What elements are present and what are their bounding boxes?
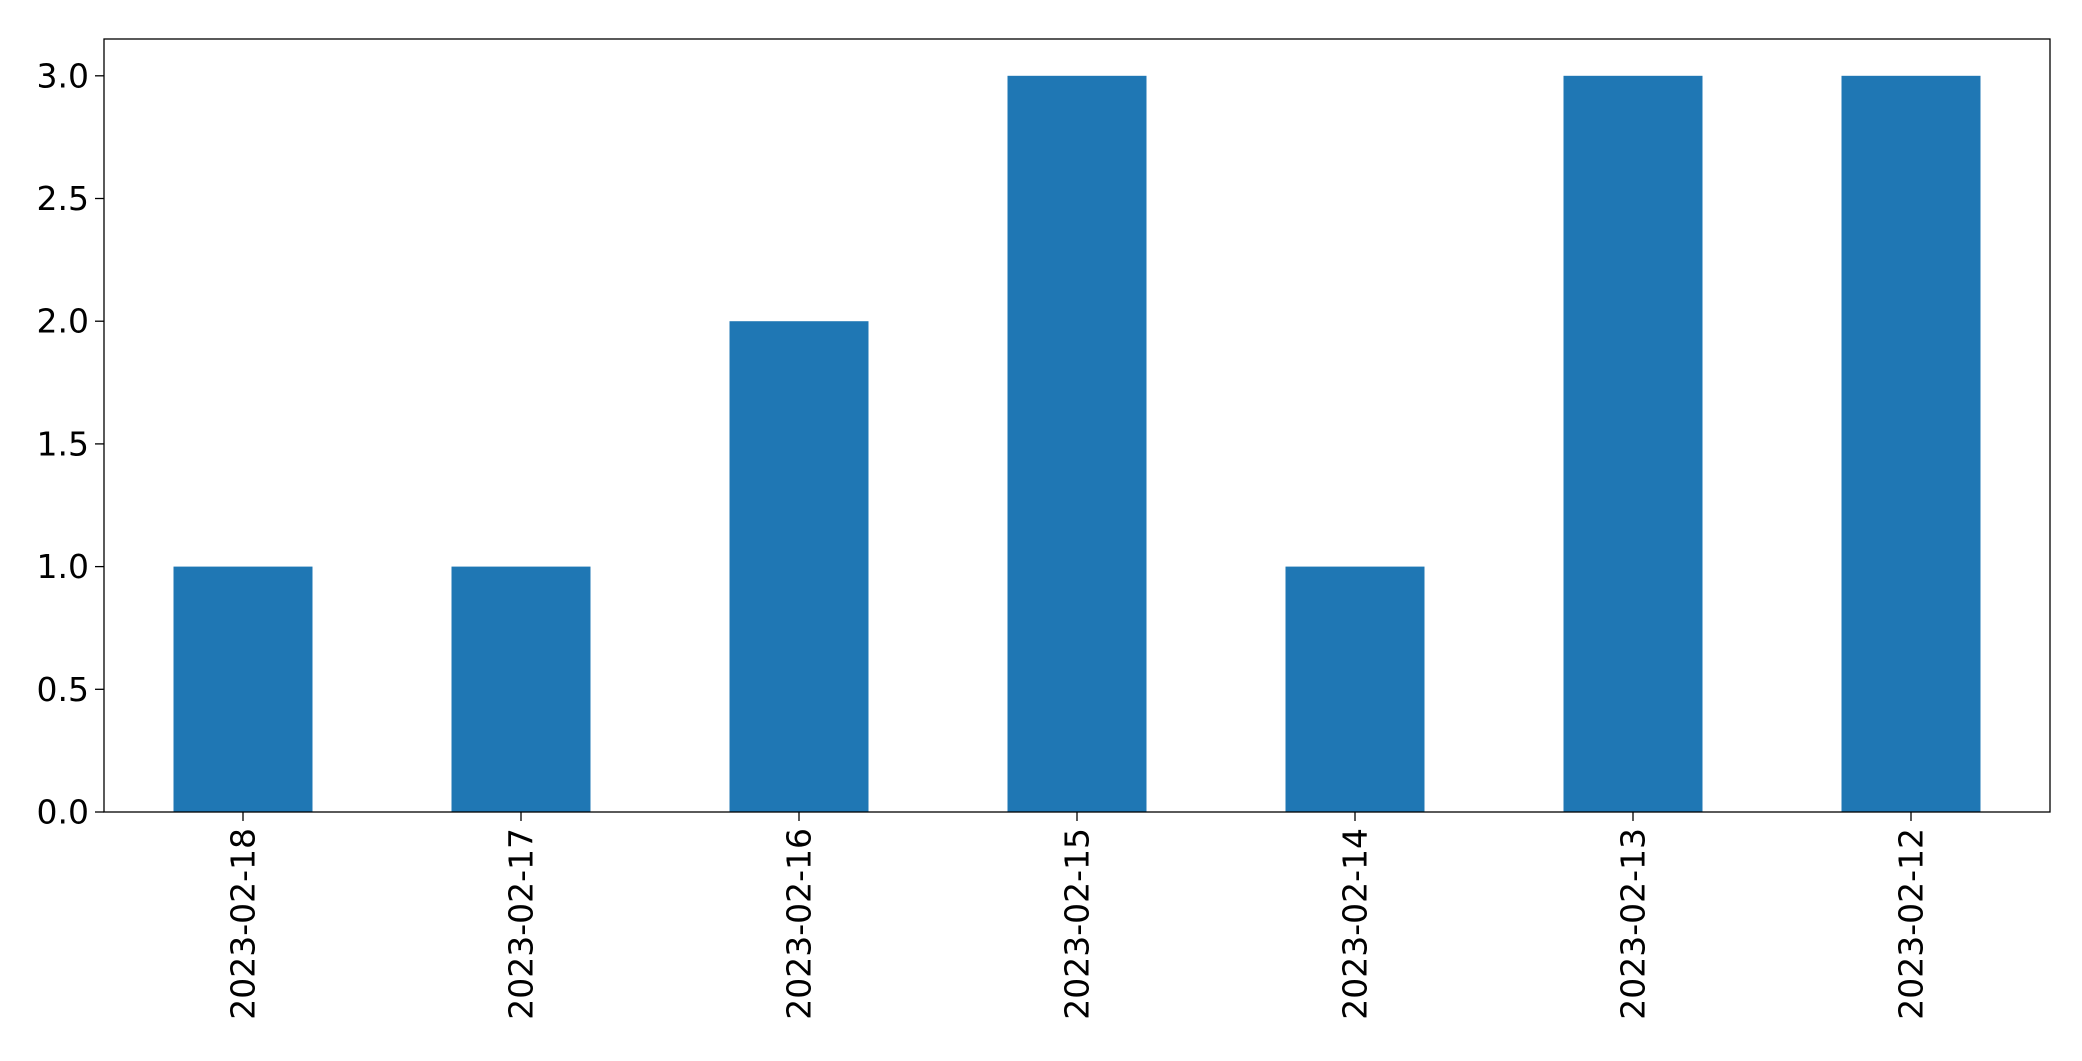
x-tick-label: 2023-02-16 (780, 828, 819, 1020)
bar-2023-02-14 (1285, 566, 1425, 812)
x-tick-label: 2023-02-13 (1614, 828, 1653, 1020)
bar-2023-02-17 (451, 566, 591, 812)
y-tick-label: 3.0 (37, 56, 89, 95)
x-tick-label: 2023-02-12 (1892, 828, 1931, 1020)
bar-2023-02-15 (1007, 75, 1147, 812)
y-tick-label: 1.5 (37, 424, 89, 463)
y-axis: 0.0 0.5 1.0 1.5 2.0 2.5 3.0 (37, 56, 104, 832)
x-tick-label: 2023-02-15 (1058, 828, 1097, 1020)
x-tick-label: 2023-02-18 (224, 828, 263, 1020)
y-tick-label: 0.5 (37, 670, 89, 709)
plot-frame (103, 38, 2051, 813)
bar-2023-02-18 (173, 566, 313, 812)
y-tick-label: 1.0 (37, 547, 89, 586)
x-tick-label: 2023-02-14 (1336, 828, 1375, 1020)
x-tick-label: 2023-02-17 (502, 828, 541, 1020)
bar-2023-02-16 (729, 321, 869, 812)
x-axis: 2023-02-18 2023-02-17 2023-02-16 2023-02-15… (224, 812, 1931, 1020)
y-tick-label: 2.0 (37, 302, 89, 341)
y-tick-label: 2.5 (37, 179, 89, 218)
y-tick-label: 0.0 (37, 793, 89, 832)
bar-2023-02-13 (1563, 75, 1703, 812)
bars-group (173, 75, 1981, 812)
bar-2023-02-12 (1841, 75, 1981, 812)
